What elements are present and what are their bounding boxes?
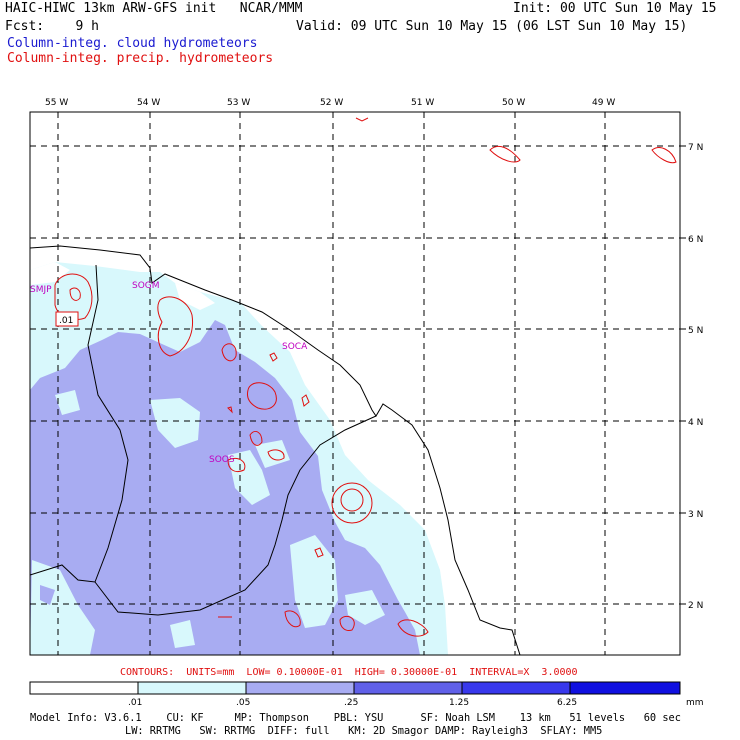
model-info-line2: LW: RRTMG SW: RRTMG DIFF: full KM: 2D Sm…	[125, 725, 603, 737]
lon-label: 55 W	[45, 98, 68, 108]
lon-label: 49 W	[592, 98, 615, 108]
colorbar-tick: .25	[344, 698, 358, 708]
lon-label: 53 W	[227, 98, 250, 108]
lon-label: 54 W	[137, 98, 160, 108]
precip-contours	[54, 117, 677, 637]
lat-label: 7 N	[688, 143, 703, 153]
lon-label: 52 W	[320, 98, 343, 108]
contour-label: .01	[59, 316, 73, 326]
contour-label-box	[55, 311, 79, 327]
precip-hydrometeors-label: Column-integ. precip. hydrometeors	[7, 51, 274, 66]
title-left: HAIC-HIWC 13km ARW-GFS init NCAR/MMM	[5, 1, 303, 16]
forecast-hour: Fcst: 9 h	[5, 19, 99, 34]
contours-info: CONTOURS: UNITS=mm LOW= 0.10000E-01 HIGH…	[120, 667, 578, 678]
lon-label: 50 W	[502, 98, 525, 108]
colorbar-tick: .01	[128, 698, 142, 708]
axis-ticks	[680, 145, 686, 605]
lat-label: 4 N	[688, 418, 703, 428]
colorbar: .01 .05 .25 1.25 6.25 mm	[29, 681, 704, 708]
map-frame	[29, 111, 681, 656]
model-info-line1: Model Info: V3.6.1 CU: KF MP: Thompson P…	[30, 712, 681, 724]
lon-labels: 55 W 54 W 53 W 52 W 51 W 50 W 49 W	[45, 98, 615, 108]
colorbar-units: mm	[686, 698, 704, 708]
lat-lon-grid	[30, 112, 680, 655]
init-time: Init: 00 UTC Sun 10 May 15	[513, 1, 717, 16]
lat-label: 6 N	[688, 235, 703, 245]
station-smjp: SMJP	[30, 285, 52, 295]
station-soos: SOOS	[209, 455, 235, 465]
lat-label: 2 N	[688, 601, 703, 611]
colorbar-tick: 1.25	[449, 698, 469, 708]
lat-label: 3 N	[688, 510, 703, 520]
coastline	[30, 245, 521, 655]
station-soca: SOCA	[282, 342, 308, 352]
colorbar-tick: 6.25	[557, 698, 577, 708]
lat-label: 5 N	[688, 326, 703, 336]
station-sogm: SOGM	[132, 281, 160, 291]
cloud-hydrometeors-label: Column-integ. cloud hydrometeors	[7, 36, 258, 51]
lat-labels: 7 N 6 N 5 N 4 N 3 N 2 N	[688, 143, 703, 611]
colorbar-tick: .05	[236, 698, 250, 708]
lon-label: 51 W	[411, 98, 434, 108]
valid-time: Valid: 09 UTC Sun 10 May 15 (06 LST Sun …	[296, 19, 688, 34]
